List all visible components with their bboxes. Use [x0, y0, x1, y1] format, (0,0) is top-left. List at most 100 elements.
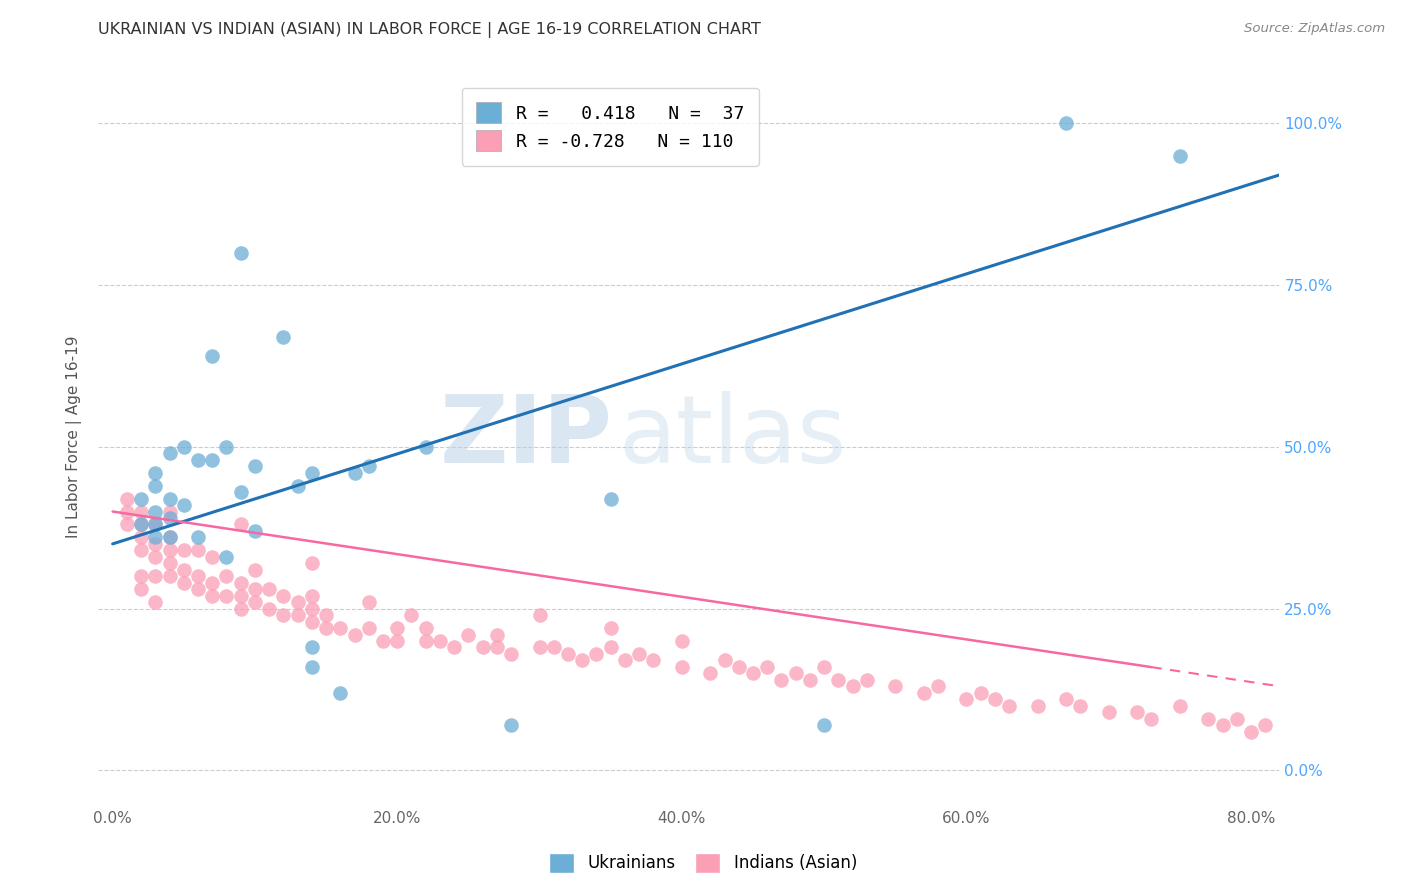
Point	[143, 549, 166, 564]
Point	[1212, 718, 1234, 732]
Point	[1140, 712, 1163, 726]
Point	[713, 653, 735, 667]
Point	[742, 666, 765, 681]
Point	[699, 666, 721, 681]
Point	[187, 543, 209, 558]
Point	[173, 563, 195, 577]
Y-axis label: In Labor Force | Age 16-19: In Labor Force | Age 16-19	[66, 335, 83, 539]
Point	[201, 575, 224, 590]
Point	[756, 660, 779, 674]
Point	[927, 679, 949, 693]
Point	[1197, 712, 1219, 726]
Point	[159, 446, 181, 460]
Point	[273, 330, 295, 344]
Text: UKRAINIAN VS INDIAN (ASIAN) IN LABOR FORCE | AGE 16-19 CORRELATION CHART: UKRAINIAN VS INDIAN (ASIAN) IN LABOR FOR…	[98, 22, 761, 38]
Point	[357, 621, 380, 635]
Legend: Ukrainians, Indians (Asian): Ukrainians, Indians (Asian)	[543, 847, 863, 880]
Point	[229, 245, 252, 260]
Point	[173, 440, 195, 454]
Point	[613, 653, 636, 667]
Point	[1226, 712, 1249, 726]
Point	[329, 686, 352, 700]
Point	[357, 459, 380, 474]
Point	[585, 647, 607, 661]
Point	[129, 517, 152, 532]
Point	[543, 640, 565, 655]
Point	[827, 673, 849, 687]
Point	[201, 589, 224, 603]
Point	[257, 582, 280, 597]
Point	[301, 640, 323, 655]
Text: atlas: atlas	[619, 391, 846, 483]
Point	[315, 621, 337, 635]
Point	[143, 504, 166, 518]
Point	[273, 608, 295, 623]
Point	[998, 698, 1021, 713]
Point	[529, 608, 551, 623]
Point	[371, 634, 394, 648]
Point	[215, 569, 238, 583]
Point	[215, 589, 238, 603]
Point	[1098, 705, 1121, 719]
Point	[129, 582, 152, 597]
Point	[813, 718, 835, 732]
Point	[429, 634, 451, 648]
Point	[643, 653, 665, 667]
Point	[159, 530, 181, 544]
Point	[671, 634, 693, 648]
Point	[257, 601, 280, 615]
Point	[173, 543, 195, 558]
Point	[969, 686, 991, 700]
Point	[301, 589, 323, 603]
Point	[287, 608, 309, 623]
Point	[499, 647, 522, 661]
Point	[187, 569, 209, 583]
Point	[912, 686, 935, 700]
Point	[243, 459, 266, 474]
Point	[1026, 698, 1049, 713]
Point	[173, 575, 195, 590]
Point	[401, 608, 423, 623]
Point	[143, 466, 166, 480]
Point	[143, 478, 166, 492]
Point	[273, 589, 295, 603]
Point	[159, 491, 181, 506]
Point	[215, 549, 238, 564]
Point	[201, 452, 224, 467]
Point	[387, 634, 409, 648]
Point	[129, 491, 152, 506]
Point	[770, 673, 793, 687]
Point	[229, 575, 252, 590]
Point	[415, 634, 437, 648]
Point	[628, 647, 651, 661]
Point	[143, 569, 166, 583]
Point	[159, 543, 181, 558]
Point	[215, 440, 238, 454]
Point	[471, 640, 494, 655]
Point	[785, 666, 807, 681]
Point	[984, 692, 1007, 706]
Point	[159, 530, 181, 544]
Point	[1254, 718, 1277, 732]
Point	[727, 660, 749, 674]
Point	[443, 640, 465, 655]
Point	[129, 543, 152, 558]
Point	[1126, 705, 1149, 719]
Point	[301, 466, 323, 480]
Point	[529, 640, 551, 655]
Point	[841, 679, 863, 693]
Point	[357, 595, 380, 609]
Point	[884, 679, 907, 693]
Point	[187, 452, 209, 467]
Point	[115, 491, 138, 506]
Point	[1069, 698, 1091, 713]
Point	[1240, 724, 1263, 739]
Point	[415, 621, 437, 635]
Point	[187, 530, 209, 544]
Point	[243, 524, 266, 538]
Point	[129, 517, 152, 532]
Point	[1168, 148, 1191, 162]
Point	[671, 660, 693, 674]
Point	[159, 511, 181, 525]
Point	[143, 517, 166, 532]
